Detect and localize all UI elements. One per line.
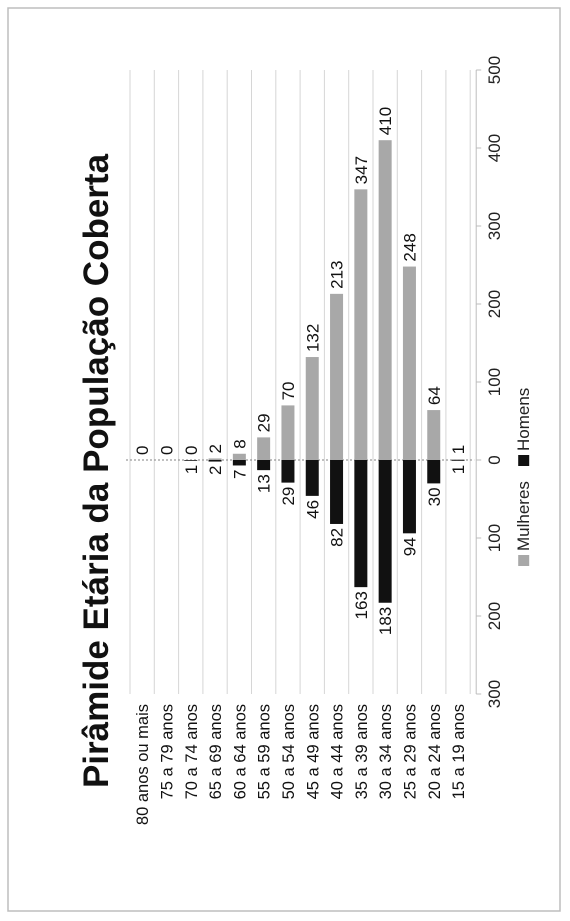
tick-label: 500 (485, 56, 504, 84)
bar-homens (257, 460, 271, 471)
bars (184, 140, 465, 603)
data-label-mulheres: 8 (230, 439, 249, 448)
bar-mulheres (354, 189, 368, 460)
value-axis-ticks: 300 200 100 0 100 200 300 400 500 (476, 56, 504, 708)
tick-label: 0 (485, 455, 504, 464)
data-label-homens: 94 (400, 537, 419, 556)
bar-mulheres (402, 266, 416, 460)
bar-homens (305, 460, 319, 496)
bar-mulheres (257, 437, 271, 460)
data-label-mulheres: 132 (303, 324, 322, 352)
data-label-homens: 2 (206, 466, 225, 475)
data-label-mulheres: 0 (133, 446, 152, 455)
data-label-mulheres: 248 (400, 233, 419, 261)
data-label-homens: 1 (182, 465, 201, 474)
data-label-mulheres: 213 (328, 260, 347, 288)
data-label-mulheres: 347 (352, 156, 371, 184)
data-label-homens: 30 (425, 487, 444, 506)
tick-label: 400 (485, 134, 504, 162)
data-label-mulheres: 1 (449, 445, 468, 454)
data-label-mulheres: 64 (425, 386, 444, 405)
tick-label: 300 (485, 680, 504, 708)
category-label: 20 a 24 anos (426, 704, 444, 799)
category-label: 50 a 54 anos (280, 704, 298, 799)
data-label-homens: 163 (352, 591, 371, 619)
chart-title: Pirâmide Etária da População Coberta (77, 153, 116, 788)
category-label: 70 a 74 anos (183, 704, 201, 799)
bar-mulheres (427, 410, 441, 460)
data-label-homens: 29 (279, 487, 298, 506)
data-label-mulheres: 0 (182, 446, 201, 455)
bar-homens (451, 459, 465, 461)
data-label-mulheres: 410 (376, 107, 395, 135)
category-label: 15 a 19 anos (450, 704, 468, 799)
tick-label: 200 (485, 290, 504, 318)
bar-homens (281, 459, 295, 483)
bar-mulheres (208, 458, 222, 460)
category-label: 40 a 44 anos (329, 704, 347, 799)
data-label-mulheres: 0 (157, 446, 176, 455)
bar-homens (378, 459, 392, 603)
bar-mulheres (451, 459, 465, 460)
category-label: 75 a 79 anos (158, 704, 176, 799)
bar-mulheres (281, 405, 295, 460)
bar-homens (354, 460, 368, 588)
category-label: 35 a 39 anos (353, 704, 371, 799)
data-label-homens: 7 (230, 469, 249, 478)
bar-homens (402, 460, 416, 534)
category-label: 80 anos ou mais (134, 704, 152, 825)
category-label: 25 a 29 anos (401, 704, 419, 799)
bar-homens (184, 459, 198, 461)
data-label-homens: 183 (376, 607, 395, 635)
bar-mulheres (378, 140, 392, 460)
tick-label: 200 (485, 602, 504, 630)
data-label-mulheres: 70 (279, 381, 298, 400)
category-label: 55 a 59 anos (256, 704, 274, 799)
data-labels: 0 010227813292970461328221316334718341094… (133, 107, 468, 635)
tick-label: 300 (485, 212, 504, 240)
bar-homens (427, 459, 441, 484)
bar-homens (330, 459, 344, 524)
legend-homens-label: Homens (514, 388, 533, 451)
tick-label: 100 (485, 524, 504, 552)
bar-mulheres (232, 453, 246, 460)
data-label-homens: 1 (449, 465, 468, 474)
category-labels: 80 anos ou mais 75 a 79 anos 70 a 74 anos 6… (134, 704, 468, 825)
legend: Mulheres Homens (514, 388, 533, 566)
data-label-mulheres: 2 (206, 444, 225, 453)
data-label-mulheres: 29 (255, 413, 274, 432)
data-label-homens: 82 (328, 528, 347, 547)
legend-mulheres-label: Mulheres (514, 481, 533, 551)
category-label: 65 a 69 anos (207, 704, 225, 799)
category-label: 45 a 49 anos (304, 704, 322, 799)
grid-lines (126, 70, 477, 694)
data-label-homens: 13 (255, 474, 274, 493)
bar-mulheres (305, 357, 319, 460)
bar-homens (208, 459, 222, 462)
bar-homens (232, 459, 246, 466)
legend-mulheres-swatch (518, 555, 530, 566)
category-label: 60 a 64 anos (231, 704, 249, 799)
tick-label: 100 (485, 368, 504, 396)
legend-homens-swatch (518, 455, 530, 466)
data-label-homens: 46 (303, 500, 322, 519)
category-label: 30 a 34 anos (377, 704, 395, 799)
bar-mulheres (330, 293, 344, 460)
